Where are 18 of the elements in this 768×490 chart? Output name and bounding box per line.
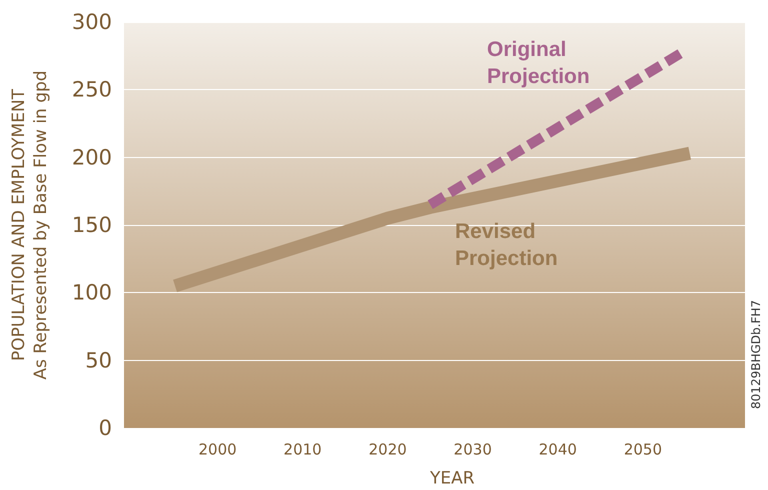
- series-label: Revised Projection: [455, 220, 558, 270]
- x-tick-label: 2050: [624, 440, 662, 458]
- y-tick-label: 200: [72, 145, 112, 170]
- x-axis-title: YEAR: [429, 468, 475, 488]
- x-tick-label: 2010: [284, 440, 322, 458]
- y-tick-label: 0: [98, 416, 112, 440]
- x-tick-label: 2020: [368, 440, 407, 458]
- x-tick-label: 2040: [538, 440, 577, 458]
- y-tick-label: 300: [72, 10, 112, 34]
- series-label: Original Projection: [487, 38, 590, 88]
- y-tick-label: 150: [72, 213, 112, 237]
- y-tick-label: 50: [85, 348, 112, 372]
- x-tick-label: 2000: [198, 440, 237, 458]
- y-axis-title: POPULATION AND EMPLOYMENT As Represented by Base Flow in gpd: [9, 70, 51, 380]
- x-tick-label: 2030: [454, 440, 492, 458]
- y-tick-label: 250: [72, 78, 112, 102]
- y-tick-label: 100: [72, 280, 112, 305]
- text: 80129BHGDb.FH7: [749, 300, 763, 409]
